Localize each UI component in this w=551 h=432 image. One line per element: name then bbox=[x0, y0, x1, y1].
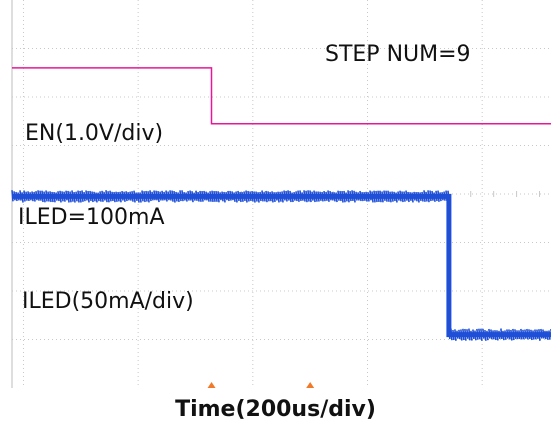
en-scale-annotation: EN(1.0V/div) bbox=[25, 121, 164, 146]
iled-scale-annotation: ILED(50mA/div) bbox=[22, 289, 194, 314]
trigger-marker bbox=[306, 382, 315, 388]
trigger-marker bbox=[207, 382, 216, 388]
step-num-annotation: STEP NUM=9 bbox=[325, 42, 471, 67]
x-axis-label: Time(200us/div) bbox=[175, 397, 376, 422]
series-1-line bbox=[12, 193, 551, 338]
series-0-line bbox=[12, 67, 551, 125]
iled-value-annotation: ILED=100mA bbox=[18, 205, 165, 230]
